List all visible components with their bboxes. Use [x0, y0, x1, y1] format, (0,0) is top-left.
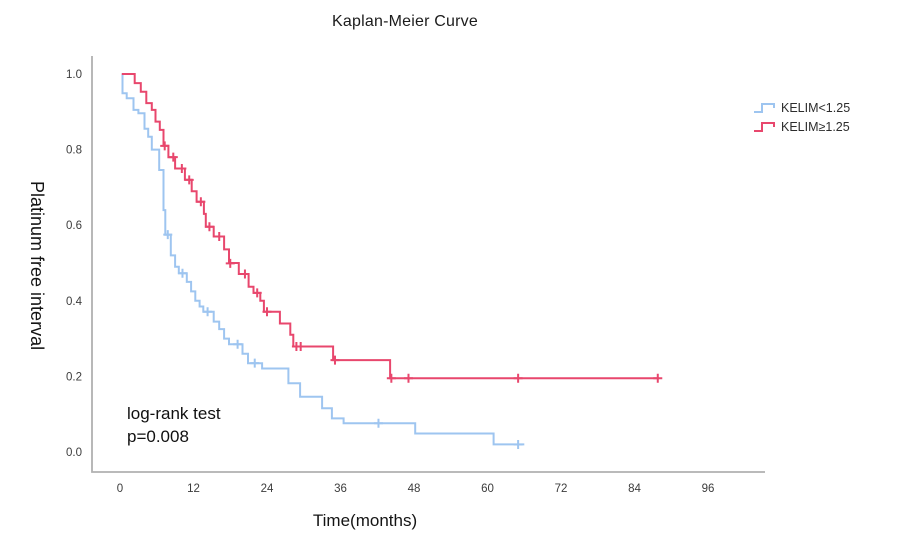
censor-mark [653, 373, 663, 383]
y-tick-label: 0.8 [66, 145, 82, 157]
log-rank-annotation: log-rank test p=0.008 [127, 402, 221, 449]
censor-mark [168, 152, 178, 162]
censor-mark [386, 373, 396, 383]
censor-mark [330, 355, 340, 365]
censor-mark [160, 141, 170, 151]
y-tick-label: 1.0 [66, 69, 82, 81]
x-tick-label: 12 [187, 483, 200, 495]
y-tick-label: 0.2 [66, 371, 82, 383]
x-tick-label: 84 [628, 483, 641, 495]
log-rank-annotation-line2: p=0.008 [127, 427, 189, 447]
censor-mark [196, 197, 206, 207]
step-line-icon-red [754, 122, 775, 132]
censor-mark [177, 164, 187, 173]
legend-label-kelim-high: KELIM≥1.25 [781, 119, 850, 134]
censor-mark [214, 232, 224, 242]
y-tick-label: 0.4 [66, 296, 83, 308]
censor-mark [373, 418, 383, 428]
y-tick-label: 0.0 [66, 447, 82, 459]
km-step-path [121, 73, 659, 380]
censor-mark [225, 258, 235, 268]
legend: KELIM<1.25 KELIM≥1.25 [753, 98, 850, 136]
x-tick-label: 96 [702, 483, 715, 495]
log-rank-annotation-line1: log-rank test [127, 404, 221, 423]
censor-mark [233, 339, 243, 349]
x-tick-label: 72 [555, 483, 568, 495]
axis-lines [91, 56, 765, 473]
x-tick-label: 0 [117, 483, 123, 495]
censor-mark [513, 439, 523, 449]
legend-label-kelim-low: KELIM<1.25 [781, 100, 851, 115]
censor-mark [184, 175, 194, 185]
censor-mark [163, 230, 173, 240]
censor-mark [403, 373, 413, 383]
censor-mark [296, 342, 306, 352]
km-curve-kelim-low [121, 73, 525, 449]
censor-mark [203, 307, 213, 317]
censor-mark [513, 373, 523, 383]
step-line-icon-blue [754, 103, 775, 113]
censor-mark [177, 268, 187, 278]
censor-mark [262, 307, 272, 317]
legend-item-kelim-low: KELIM<1.25 [753, 98, 850, 117]
x-tick-label: 24 [261, 483, 274, 495]
x-tick-label: 60 [481, 483, 494, 495]
censor-mark [240, 269, 250, 279]
x-axis-label: Time(months) [312, 511, 418, 530]
censor-mark [250, 358, 260, 368]
x-tick-label: 48 [408, 483, 421, 495]
km-step-path [121, 73, 525, 446]
x-tick-label: 36 [334, 483, 347, 495]
chart-title: Kaplan-Meier Curve [332, 13, 478, 30]
km-curve-kelim-high [121, 73, 663, 383]
legend-item-kelim-high: KELIM≥1.25 [753, 117, 850, 136]
censor-mark [252, 288, 262, 298]
y-tick-label: 0.6 [66, 220, 82, 232]
censor-mark [204, 222, 214, 232]
